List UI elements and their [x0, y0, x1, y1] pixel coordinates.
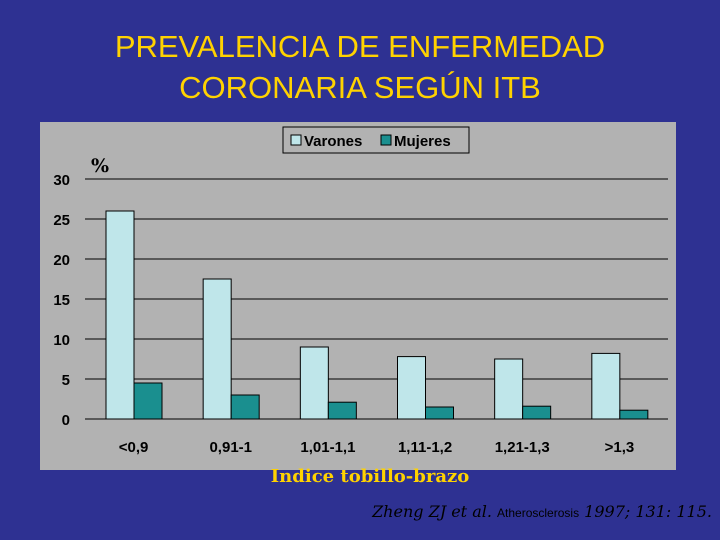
- bar-mujeres: [619, 409, 649, 420]
- legend-swatch: [290, 134, 302, 146]
- slide-title: PREVALENCIA DE ENFERMEDAD CORONARIA SEGÚ…: [0, 26, 720, 108]
- bar-varones: [105, 210, 135, 420]
- bar-varones: [591, 352, 621, 420]
- legend-box: [282, 126, 470, 154]
- bar-varones: [202, 278, 232, 420]
- bar-chart: 0 5 10 15 20 25 30% <0,9 0,91-1 1,01-1,1 1,11-1,2 1…: [53, 126, 668, 456]
- slide-title-line-2: CORONARIA SEGÚN ITB: [179, 70, 541, 105]
- citation: Zheng ZJ et al. Atherosclerosis 1997; 13…: [372, 502, 712, 521]
- y-tick-label: 0: [62, 412, 70, 429]
- bar-varones: [299, 346, 329, 420]
- y-tick-label: 30: [53, 172, 70, 189]
- y-tick-label: 15: [53, 292, 70, 309]
- bar-mujeres: [425, 406, 454, 420]
- y-tick-label: 25: [53, 212, 70, 229]
- bar-mujeres: [327, 401, 357, 420]
- x-tick-label: >1,3: [605, 439, 635, 456]
- y-tick-label: 5: [62, 372, 70, 389]
- slide-title-line-1: PREVALENCIA DE ENFERMEDAD: [114, 29, 606, 64]
- citation-authors: Zheng ZJ et al.: [372, 502, 492, 521]
- x-tick-label: 1,11-1,2: [398, 439, 452, 456]
- legend-label: Mujeres: [394, 133, 451, 150]
- citation-journal: Atherosclerosis: [497, 506, 580, 520]
- x-axis-label: Indice tobillo-brazo: [270, 466, 470, 487]
- x-tick-label: 1,01-1,1: [300, 439, 355, 456]
- y-tick-label: 20: [53, 252, 70, 269]
- bar-varones: [494, 358, 524, 420]
- bar-mujeres: [133, 382, 163, 420]
- legend-label: Varones: [304, 133, 362, 150]
- x-tick-label: 0,91-1: [209, 439, 252, 456]
- bar-mujeres: [522, 405, 552, 420]
- bar-mujeres: [230, 394, 260, 420]
- y-axis-label: %: [91, 155, 109, 177]
- x-tick-label: <0,9: [119, 439, 149, 456]
- bar-varones: [397, 356, 426, 420]
- citation-reference: 1997; 131: 115.: [584, 502, 712, 521]
- legend-swatch: [380, 134, 392, 146]
- y-tick-label: 10: [53, 332, 70, 349]
- x-tick-label: 1,21-1,3: [495, 439, 550, 456]
- chart-panel: 0 5 10 15 20 25 30% <0,9 0,91-1 1,01-1,1 1,11-1,2 1…: [40, 122, 676, 470]
